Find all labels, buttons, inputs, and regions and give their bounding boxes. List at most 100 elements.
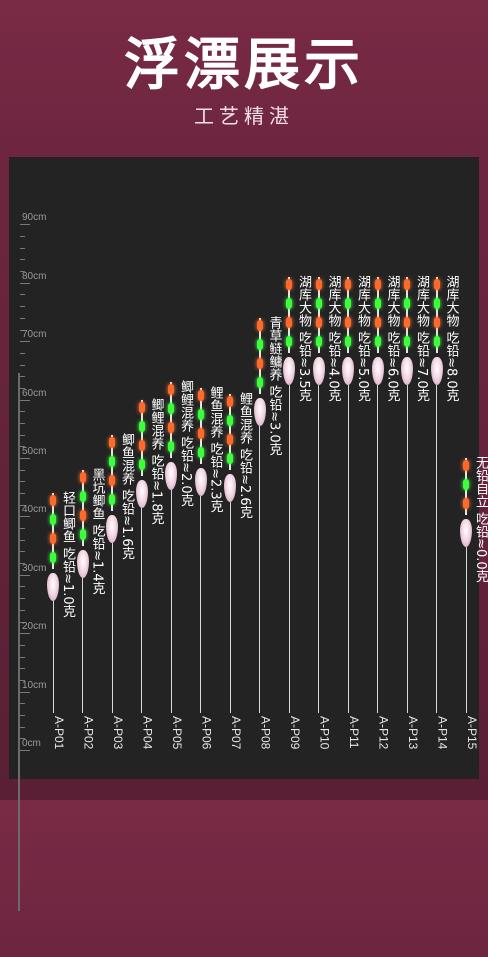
orange-light-segment: [227, 395, 233, 407]
float-tail: [111, 542, 113, 713]
float-code: A-P08: [258, 716, 273, 750]
green-light-segment: [345, 297, 351, 309]
ruler-tick: [20, 224, 30, 226]
float-code: A-P03: [111, 716, 125, 750]
float-tail: [52, 601, 54, 713]
ruler-tick: [20, 609, 25, 611]
float-code: A-P11: [347, 716, 361, 749]
ruler-tick: [20, 481, 25, 483]
ruler-axis: [18, 373, 20, 911]
ruler-tick: [20, 306, 25, 308]
float-tail: [347, 384, 349, 713]
float-body: [194, 467, 207, 496]
ruler-label: 10cm: [22, 679, 47, 691]
ruler-tick: [20, 750, 30, 751]
green-light-segment: [256, 338, 263, 350]
float-description: 湖库大物 吃铅≈7.0克: [414, 274, 429, 402]
orange-light-segment: [50, 495, 56, 507]
ruler-tick: [20, 282, 30, 284]
float-item: 湖库大物 吃铅≈4.0克 A-P10: [311, 157, 342, 957]
float-body: [371, 356, 384, 385]
green-light-segment: [168, 403, 174, 415]
green-light-segment: [433, 335, 440, 347]
ruler-tick: [20, 387, 25, 389]
orange-light-segment: [227, 433, 233, 445]
green-light-segment: [138, 420, 145, 432]
green-light-segment: [197, 446, 204, 458]
ruler-tick: [20, 422, 25, 424]
float-item: 鲤鱼混养 吃铅≈2.6克 A-P07: [222, 157, 253, 957]
orange-light-segment: [138, 439, 145, 451]
float-body: [283, 356, 295, 385]
green-light-segment: [463, 479, 469, 490]
float-body: [401, 356, 413, 385]
orange-light-segment: [256, 319, 263, 331]
float-item: 湖库大物 吃铅≈5.0克 A-P11: [340, 157, 371, 957]
green-light-segment: [138, 458, 145, 470]
green-light-segment: [315, 297, 322, 309]
orange-light-segment: [197, 389, 204, 401]
ruler-tick: [20, 679, 25, 681]
green-light-segment: [404, 297, 410, 309]
float-item: 鲫鱼混养 吃铅≈1.6克 A-P03: [104, 157, 135, 957]
orange-light-segment: [50, 533, 56, 545]
ruler-tick: [20, 446, 25, 448]
float-item: 轻口鲫鱼 吃铅≈1.0克 A-P01: [45, 157, 76, 957]
float-body: [106, 514, 118, 543]
ruler-label: 20cm: [22, 621, 47, 633]
orange-light-segment: [109, 474, 115, 486]
float-description: 轻口鲫鱼 吃铅≈1.0克: [60, 491, 75, 618]
float-antenna: [229, 393, 231, 470]
ruler-label: 70cm: [22, 329, 47, 341]
green-light-segment: [374, 335, 381, 347]
float-body: [224, 473, 236, 502]
float-item: 鲫鲤混养 吃铅≈1.8克 A-P04: [134, 157, 165, 957]
ruler-tick: [20, 352, 25, 354]
orange-light-segment: [256, 357, 263, 369]
orange-light-segment: [404, 316, 410, 328]
green-light-segment: [197, 408, 204, 420]
float-code: A-P13: [406, 716, 420, 750]
orange-light-segment: [345, 278, 351, 290]
ruler-tick: [20, 236, 25, 238]
float-antenna: [317, 276, 320, 353]
green-light-segment: [79, 490, 86, 502]
float-item: 黑坑鲫鱼 吃铅≈1.4克 A-P02: [75, 157, 106, 957]
orange-light-segment: [168, 422, 174, 434]
page-title: 浮漂展示: [124, 33, 364, 98]
float-item: 湖库大物 吃铅≈3.5克 A-P09: [281, 157, 312, 957]
float-description: 鲤鱼混养 吃铅≈2.3克: [207, 385, 223, 513]
float-item: 湖库大物 吃铅≈7.0克 A-P13: [399, 157, 430, 957]
ruler-tick: [20, 703, 25, 705]
orange-light-segment: [79, 509, 86, 521]
ruler-tick: [20, 434, 25, 436]
orange-light-segment: [315, 316, 322, 328]
page-subtitle: 工艺精湛: [194, 104, 294, 128]
orange-light-segment: [315, 278, 322, 290]
orange-light-segment: [138, 401, 145, 413]
green-light-segment: [79, 528, 86, 540]
ruler-label: 30cm: [22, 562, 47, 574]
float-code: A-P06: [199, 716, 214, 750]
green-light-segment: [404, 335, 410, 347]
green-light-segment: [315, 335, 322, 347]
float-body: [135, 479, 148, 508]
float-code: A-P09: [288, 716, 302, 750]
float-antenna: [435, 276, 438, 353]
ruler-tick: [20, 247, 25, 249]
float-item: 湖库大物 吃铅≈6.0克 A-P12: [370, 157, 401, 957]
ruler-tick: [20, 504, 25, 506]
green-light-segment: [345, 335, 351, 347]
float-tail: [436, 384, 437, 713]
float-description: 湖库大物 吃铅≈6.0克: [384, 274, 400, 402]
float-description: 鲫鱼混养 吃铅≈1.6克: [119, 432, 134, 560]
float-body: [342, 356, 354, 385]
ruler-tick: [20, 364, 25, 366]
float-code: A-P12: [376, 716, 391, 750]
float-antenna: [258, 317, 261, 394]
float-body: [253, 397, 266, 426]
orange-light-segment: [345, 316, 351, 328]
float-tail: [377, 384, 378, 713]
float-body: [165, 462, 177, 491]
orange-light-segment: [463, 498, 469, 509]
